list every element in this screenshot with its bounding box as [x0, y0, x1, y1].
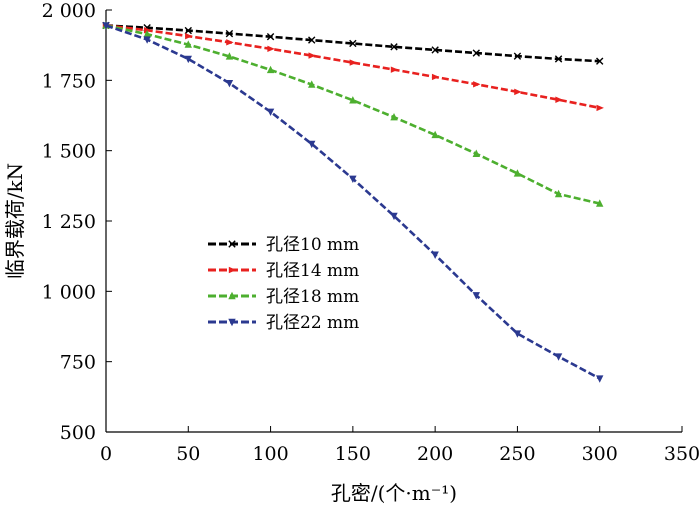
x-axis-ticks: 0 50 100 150 200 250 300 350 [100, 426, 700, 465]
legend-marker [228, 240, 236, 248]
x-tick-label: 100 [252, 443, 288, 465]
data-point [266, 108, 275, 117]
y-tick-label: 1 000 [42, 281, 96, 303]
y-axis-ticks: 500 750 1 000 1 250 1 500 1 750 2 000 [42, 0, 112, 444]
data-point [472, 49, 480, 57]
x-tick-label: 0 [100, 443, 112, 465]
data-point [431, 46, 439, 54]
x-tick-label: 250 [499, 443, 535, 465]
series-1 [102, 21, 604, 65]
series-layer [102, 21, 604, 383]
series-line [105, 24, 600, 110]
data-point [226, 39, 234, 46]
data-point [554, 353, 563, 361]
data-point [185, 32, 193, 40]
y-tick-label: 1 750 [42, 70, 96, 92]
legend-marker [228, 291, 236, 300]
data-point [596, 57, 604, 65]
data-point [390, 66, 399, 73]
legend-item: 孔径14 mm [208, 261, 359, 281]
y-tick-label: 2 000 [42, 0, 96, 22]
legend-marker [228, 318, 236, 327]
data-point [431, 73, 440, 81]
data-point [472, 292, 480, 300]
series-4 [102, 22, 604, 383]
data-point [514, 88, 522, 96]
legend: 孔径10 mm 孔径14 mm 孔径18 mm 孔径22 mm [208, 235, 359, 333]
data-point [513, 330, 522, 338]
data-point [349, 39, 357, 48]
data-point [390, 43, 398, 51]
data-point [596, 104, 604, 112]
data-point [266, 65, 275, 74]
data-point [225, 52, 234, 60]
data-point [555, 96, 563, 103]
data-point [184, 40, 192, 48]
data-point [184, 55, 192, 64]
data-point [513, 169, 522, 177]
x-axis-title: 孔密/(个·m⁻¹) [331, 481, 457, 505]
data-point [390, 112, 398, 121]
data-point [554, 189, 563, 198]
x-tick-label: 200 [417, 443, 453, 465]
data-point [473, 81, 481, 88]
x-tick-label: 300 [582, 443, 618, 465]
y-tick-label: 1 250 [42, 211, 96, 233]
x-tick-label: 350 [664, 443, 700, 465]
data-point [143, 36, 151, 44]
legend-label: 孔径18 mm [266, 287, 359, 307]
axes [105, 10, 682, 433]
legend-item: 孔径10 mm [208, 235, 359, 255]
data-point [431, 251, 439, 259]
data-point [349, 59, 358, 66]
legend-item: 孔径22 mm [208, 313, 359, 333]
series-2 [102, 22, 604, 112]
x-tick-label: 150 [335, 443, 371, 465]
data-point [102, 22, 110, 30]
data-point [225, 29, 234, 38]
data-point [390, 212, 398, 221]
y-tick-label: 1 500 [42, 141, 96, 163]
legend-marker [228, 266, 237, 274]
data-point [308, 52, 316, 59]
data-point [349, 96, 357, 104]
legend-label: 孔径10 mm [266, 235, 359, 255]
y-axis-title: 临界载荷/kN [3, 163, 27, 279]
legend-label: 孔径22 mm [266, 313, 359, 333]
data-point [267, 45, 275, 53]
legend-label: 孔径14 mm [266, 261, 359, 281]
data-point [554, 55, 563, 63]
legend-item: 孔径18 mm [208, 287, 359, 307]
data-point [225, 79, 234, 88]
data-point [184, 26, 192, 35]
y-tick-label: 500 [60, 422, 96, 444]
data-point [596, 375, 604, 383]
data-point [431, 130, 439, 139]
data-point [308, 80, 316, 88]
data-point [308, 36, 316, 44]
data-point [266, 33, 275, 41]
data-point [596, 199, 604, 207]
data-point [308, 140, 316, 149]
data-point [472, 149, 480, 157]
x-tick-label: 50 [176, 443, 200, 465]
y-tick-label: 750 [60, 352, 96, 374]
data-point [143, 29, 151, 38]
data-point [513, 52, 522, 60]
data-point [143, 27, 152, 34]
data-point [349, 175, 357, 183]
